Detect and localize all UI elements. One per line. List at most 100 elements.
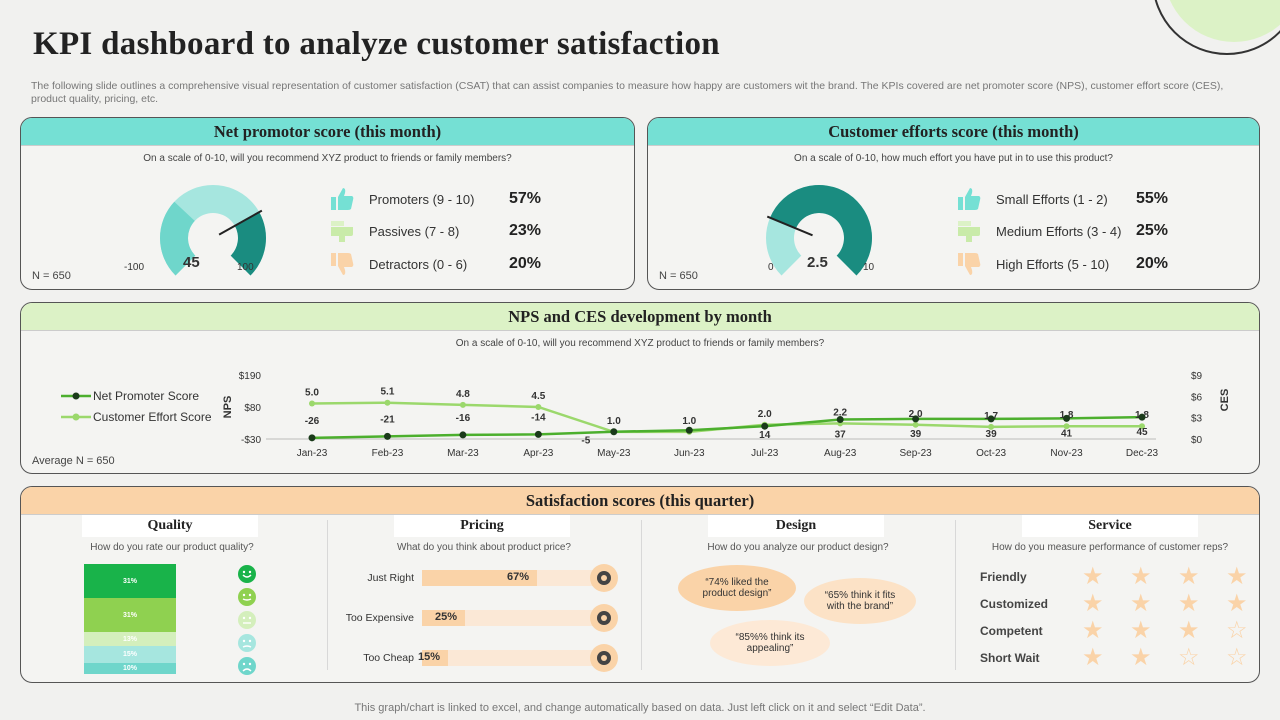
nps-gauge-min: -100 bbox=[124, 262, 145, 273]
divider bbox=[955, 520, 956, 670]
quality-segment: 15% bbox=[84, 646, 176, 663]
star-filled-icon: ★ bbox=[1082, 644, 1104, 671]
star-filled-icon: ★ bbox=[1226, 590, 1248, 617]
service-title: Service bbox=[1022, 515, 1198, 537]
nps-detractors-label: Detractors (0 - 6) bbox=[369, 256, 468, 272]
ces-high-label: High Efforts (5 - 10) bbox=[996, 256, 1110, 272]
ces-gauge bbox=[766, 185, 872, 276]
money-bag-icon bbox=[590, 604, 618, 632]
x-tick-label: Nov-23 bbox=[1050, 448, 1083, 459]
design-bubble-appealing: “85%% think its appealing” bbox=[710, 620, 830, 666]
ces-question: On a scale of 0-10, how much effort you … bbox=[794, 153, 1113, 164]
x-tick-label: Oct-23 bbox=[976, 448, 1006, 459]
ces-row-small: Small Efforts (1 - 2) 55% bbox=[956, 186, 1168, 212]
nps-row-passives: Passives (7 - 8) 23% bbox=[329, 218, 541, 244]
pricing-question: What do you think about product price? bbox=[397, 542, 571, 553]
ces-panel-header: Customer efforts score (this month) bbox=[648, 118, 1259, 146]
star-filled-icon: ★ bbox=[1226, 563, 1248, 590]
divider bbox=[641, 520, 642, 670]
service-question: How do you measure performance of custom… bbox=[991, 542, 1229, 553]
quality-title: Quality bbox=[82, 515, 258, 537]
ces-point bbox=[912, 421, 919, 428]
ces-gauge-fill bbox=[770, 185, 872, 276]
coin-icon bbox=[590, 644, 618, 672]
y-tick-label: $190 bbox=[239, 371, 262, 382]
pricing-bar-fill: 25% bbox=[422, 610, 465, 626]
legend-nps-swatch bbox=[61, 392, 91, 400]
ces-point bbox=[535, 404, 542, 410]
nps-gauge bbox=[160, 185, 266, 276]
nps-row-detractors: Detractors (0 - 6) 20% bbox=[329, 251, 541, 277]
trend-question: On a scale of 0-10, will you recommend X… bbox=[455, 338, 825, 349]
ces-point bbox=[1063, 423, 1070, 430]
x-tick-label: Mar-23 bbox=[447, 448, 479, 459]
pricing-bar-track: 25% bbox=[422, 610, 594, 626]
nps-panel: Net promotor score (this month) On a sca… bbox=[20, 117, 635, 290]
nps-data-label: -26 bbox=[305, 416, 320, 427]
pricing-bar-value: 25% bbox=[434, 611, 457, 623]
quality-segment: 13% bbox=[84, 632, 176, 646]
smiley-icon bbox=[238, 634, 256, 652]
x-tick-label: Sep-23 bbox=[900, 448, 933, 459]
legend-ces: Customer Effort Score bbox=[61, 410, 212, 424]
trend-panel-header: NPS and CES development by month bbox=[21, 303, 1259, 331]
legend-ces-label: Customer Effort Score bbox=[93, 410, 212, 424]
nps-gauge-max: 100 bbox=[237, 262, 254, 273]
nps-point bbox=[308, 434, 316, 442]
design-bubble-brand: “65% think it fits with the brand” bbox=[804, 578, 916, 624]
nps-data-label: 14 bbox=[759, 430, 771, 441]
y-tick-label: -$30 bbox=[241, 435, 261, 446]
pricing-bar-label: Too Cheap bbox=[363, 652, 414, 664]
quality-segment: 10% bbox=[84, 663, 176, 674]
thumbs-side-icon bbox=[958, 221, 980, 242]
design-section: Design How do you analyze our product de… bbox=[648, 515, 948, 675]
pricing-bar-value: 67% bbox=[506, 571, 529, 583]
star-filled-icon: ★ bbox=[1130, 617, 1152, 644]
page-subtitle: The following slide outlines a comprehen… bbox=[31, 80, 1224, 105]
nps-data-label: -21 bbox=[380, 414, 395, 425]
nps-data-label: 45 bbox=[1136, 427, 1148, 438]
quality-segment: 31% bbox=[84, 598, 176, 632]
ces-small-label: Small Efforts (1 - 2) bbox=[996, 191, 1108, 207]
nps-gauge-mid bbox=[160, 201, 196, 276]
nps-point bbox=[459, 431, 467, 439]
nps-data-label: 37 bbox=[835, 430, 847, 441]
star-filled-icon: ★ bbox=[1178, 590, 1200, 617]
nps-row-promoters: Promoters (9 - 10) 57% bbox=[329, 186, 541, 212]
ces-point bbox=[384, 399, 391, 406]
ces-data-label: 4.5 bbox=[531, 391, 545, 402]
nps-promoters-value: 57% bbox=[509, 190, 542, 207]
nps-promoters-label: Promoters (9 - 10) bbox=[369, 191, 475, 207]
nps-point bbox=[912, 415, 920, 423]
pricing-bar-label: Just Right bbox=[367, 572, 414, 584]
divider bbox=[327, 520, 328, 670]
nps-question: On a scale of 0-10, will you recommend X… bbox=[143, 153, 512, 164]
ces-row-high: High Efforts (5 - 10) 20% bbox=[956, 251, 1168, 277]
star-filled-icon: ★ bbox=[1178, 563, 1200, 590]
star-filled-icon: ★ bbox=[1130, 563, 1152, 590]
quality-segment: 31% bbox=[84, 564, 176, 598]
ces-medium-label: Medium Efforts (3 - 4) bbox=[996, 223, 1122, 239]
ces-data-label: 1.0 bbox=[607, 416, 621, 427]
ces-data-label: 1.0 bbox=[682, 416, 696, 427]
x-tick-label: Aug-23 bbox=[824, 448, 857, 459]
ces-point bbox=[309, 400, 315, 407]
quality-question: How do you rate our product quality? bbox=[90, 542, 254, 553]
y-right-axis-title: CES bbox=[1219, 389, 1231, 412]
y-tick-label: $80 bbox=[244, 403, 261, 414]
nps-passives-label: Passives (7 - 8) bbox=[369, 223, 460, 239]
design-title: Design bbox=[708, 515, 884, 537]
x-tick-label: Jun-23 bbox=[674, 448, 705, 459]
nps-data-label: -5 bbox=[581, 436, 590, 447]
trend-average-n: Average N = 650 bbox=[32, 455, 115, 467]
service-row-label: Competent bbox=[980, 624, 1043, 638]
nps-point bbox=[610, 428, 618, 436]
thumbs-down-icon bbox=[331, 253, 354, 275]
star-empty-icon: ☆ bbox=[1178, 644, 1200, 671]
thumbs-up-icon bbox=[331, 188, 354, 210]
thumbs-up-icon bbox=[958, 188, 981, 210]
y-axis-title: NPS bbox=[222, 396, 234, 419]
service-row-label: Short Wait bbox=[980, 651, 1040, 665]
smiley-icon bbox=[238, 611, 256, 629]
nps-point bbox=[1063, 414, 1071, 422]
